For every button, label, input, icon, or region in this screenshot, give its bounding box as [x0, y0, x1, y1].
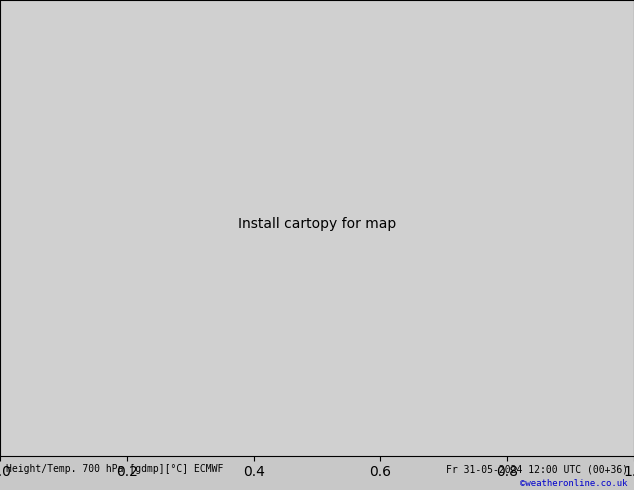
Text: Install cartopy for map: Install cartopy for map — [238, 217, 396, 231]
Text: Height/Temp. 700 hPa [gdmp][°C] ECMWF: Height/Temp. 700 hPa [gdmp][°C] ECMWF — [6, 465, 224, 474]
Text: Fr 31-05-2024 12:00 UTC (00+36): Fr 31-05-2024 12:00 UTC (00+36) — [446, 465, 628, 474]
Text: ©weatheronline.co.uk: ©weatheronline.co.uk — [520, 479, 628, 488]
